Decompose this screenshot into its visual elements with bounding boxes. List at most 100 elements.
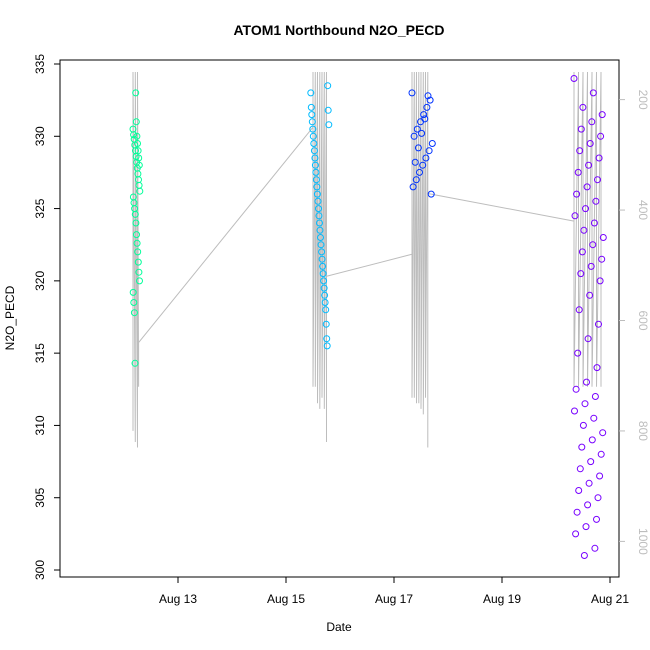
x-tick-label: Aug 21 bbox=[591, 592, 629, 606]
data-point bbox=[320, 277, 328, 285]
data-point bbox=[310, 140, 318, 147]
data-point bbox=[422, 154, 430, 162]
data-point bbox=[590, 219, 598, 227]
data-point bbox=[132, 118, 140, 126]
x-tick-label: Aug 13 bbox=[159, 592, 197, 606]
data-point bbox=[597, 132, 605, 140]
y-tick-label: 335 bbox=[33, 54, 47, 74]
data-point bbox=[315, 212, 323, 220]
data-point bbox=[575, 487, 583, 494]
data-point bbox=[320, 284, 328, 292]
y-tick-label: 310 bbox=[33, 415, 47, 435]
data-point bbox=[313, 190, 321, 198]
data-point bbox=[131, 210, 139, 218]
data-point bbox=[583, 378, 590, 386]
data-point bbox=[592, 197, 600, 205]
data-point bbox=[418, 129, 426, 137]
data-point bbox=[594, 494, 602, 502]
data-point bbox=[312, 168, 320, 176]
data-point bbox=[136, 277, 143, 285]
data-point bbox=[309, 132, 317, 140]
data-point bbox=[410, 132, 418, 140]
points-layer bbox=[129, 75, 607, 559]
data-point bbox=[134, 147, 142, 155]
data-point bbox=[131, 359, 139, 367]
data-point bbox=[134, 258, 142, 266]
data-point bbox=[316, 226, 324, 234]
data-point bbox=[579, 103, 587, 111]
data-point bbox=[133, 132, 141, 140]
data-point bbox=[578, 248, 586, 256]
data-point bbox=[594, 176, 601, 184]
data-point bbox=[580, 552, 588, 559]
data-point bbox=[414, 144, 422, 152]
y2-tick-label: 600 bbox=[636, 310, 650, 330]
data-point bbox=[318, 255, 326, 263]
data-point bbox=[317, 241, 325, 249]
data-point bbox=[413, 125, 421, 133]
data-point bbox=[313, 183, 321, 191]
data-point bbox=[311, 154, 319, 162]
data-point bbox=[315, 205, 322, 213]
data-point bbox=[581, 400, 589, 408]
data-point bbox=[425, 147, 433, 155]
data-point bbox=[589, 241, 597, 249]
data-point bbox=[424, 92, 432, 100]
data-point bbox=[317, 234, 324, 241]
data-point bbox=[421, 115, 429, 123]
data-point bbox=[580, 226, 588, 234]
y-tick-label: 300 bbox=[33, 560, 47, 580]
data-point bbox=[323, 335, 331, 343]
data-point bbox=[596, 277, 604, 285]
data-point bbox=[570, 75, 578, 82]
data-point bbox=[572, 530, 580, 538]
y2-tick-label: 200 bbox=[636, 90, 650, 110]
data-point bbox=[130, 309, 138, 317]
data-point bbox=[419, 161, 427, 169]
data-point bbox=[321, 291, 329, 299]
data-point bbox=[130, 299, 138, 306]
data-point bbox=[574, 349, 582, 357]
data-point bbox=[593, 364, 601, 372]
data-point bbox=[595, 320, 602, 328]
data-point bbox=[416, 168, 423, 176]
data-point bbox=[595, 154, 603, 162]
y2-tick-label: 400 bbox=[636, 200, 650, 220]
plot-frame bbox=[59, 59, 620, 578]
data-point bbox=[585, 161, 593, 169]
data-point bbox=[584, 335, 592, 343]
data-point bbox=[427, 190, 435, 198]
y-tick-label: 315 bbox=[33, 343, 47, 363]
data-point bbox=[311, 161, 319, 169]
y-tick-label: 305 bbox=[33, 487, 47, 507]
y-tick-label: 330 bbox=[33, 126, 47, 146]
data-point bbox=[314, 197, 322, 205]
data-point bbox=[135, 161, 143, 169]
data-point bbox=[588, 118, 596, 126]
x-tick-label: Aug 19 bbox=[483, 592, 521, 606]
data-point bbox=[307, 89, 315, 97]
data-point bbox=[308, 111, 316, 119]
data-point bbox=[319, 262, 327, 270]
data-point bbox=[319, 270, 327, 278]
data-point bbox=[321, 299, 329, 306]
data-point bbox=[133, 239, 141, 247]
data-point bbox=[588, 436, 596, 444]
data-point bbox=[599, 234, 607, 241]
data-point bbox=[598, 255, 606, 263]
data-point bbox=[310, 147, 318, 155]
data-point bbox=[323, 342, 331, 350]
data-point bbox=[134, 140, 141, 147]
data-point bbox=[135, 268, 143, 276]
y-tick-label: 320 bbox=[33, 271, 47, 291]
data-point bbox=[578, 443, 586, 451]
data-point bbox=[585, 479, 593, 487]
x-tick-label: Aug 17 bbox=[375, 592, 413, 606]
data-point bbox=[420, 111, 428, 119]
y-tick-label: 325 bbox=[33, 198, 47, 218]
data-point bbox=[586, 291, 594, 299]
data-point bbox=[576, 147, 584, 155]
data-point bbox=[598, 111, 606, 119]
data-point bbox=[584, 501, 592, 509]
data-point bbox=[409, 183, 417, 191]
